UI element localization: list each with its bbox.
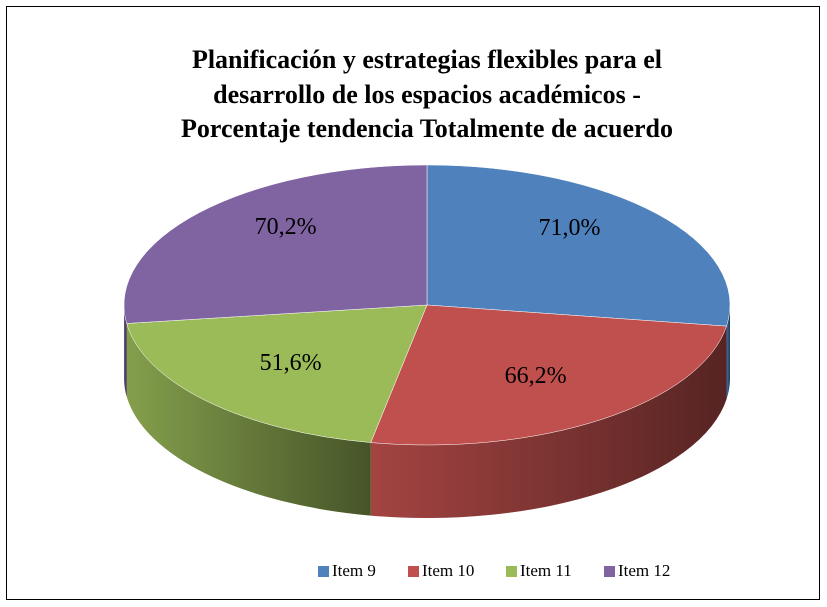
legend-swatch — [604, 566, 615, 577]
data-label: 51,6% — [260, 350, 322, 376]
data-label: 71,0% — [539, 215, 601, 241]
slice — [126, 304, 428, 443]
legend-label: Item 11 — [520, 561, 572, 580]
chart-title: Porcentaje tendencia Totalmente de acuer… — [181, 114, 673, 143]
slice-side-shade — [726, 305, 730, 400]
slice — [370, 304, 727, 446]
slice-side-shade — [126, 323, 371, 516]
slice-side-shade — [370, 326, 727, 518]
chart-title: Planificación y estrategias flexibles pa… — [192, 45, 662, 74]
legend-label: Item 9 — [332, 561, 376, 580]
legend-swatch — [408, 566, 419, 577]
slice — [123, 164, 428, 324]
slice-side-shade — [124, 305, 127, 397]
legend-swatch — [318, 566, 329, 577]
data-label: 66,2% — [505, 363, 567, 389]
data-label: 70,2% — [255, 214, 317, 240]
chart-title: desarrollo de los espacios académicos - — [213, 80, 641, 109]
legend-label: Item 12 — [618, 561, 670, 580]
legend-label: Item 10 — [422, 561, 474, 580]
slice — [426, 164, 731, 327]
legend-swatch — [506, 566, 517, 577]
